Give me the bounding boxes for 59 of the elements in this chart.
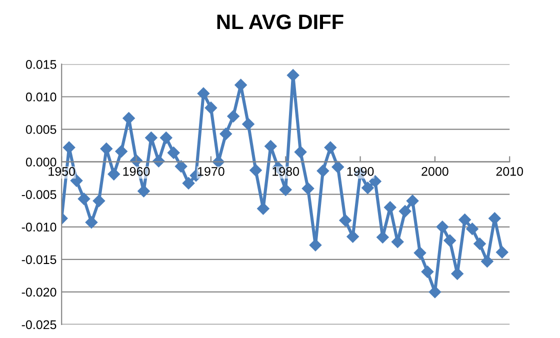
y-tick-label: 0.000: [26, 158, 56, 166]
point: [324, 141, 336, 154]
point: [78, 192, 90, 205]
point: [100, 142, 112, 155]
point: [204, 102, 218, 114]
point: [138, 185, 150, 198]
point: [436, 220, 448, 233]
y-tick-label: -0.025: [22, 320, 56, 330]
point: [250, 164, 262, 176]
chart-title: NL AVG DIFF: [217, 14, 344, 30]
point: [70, 174, 83, 187]
y-tick-label: 0.005: [26, 125, 56, 134]
point: [220, 128, 232, 140]
point: [294, 146, 307, 158]
point: [242, 118, 254, 130]
y-tick-label: 0.010: [26, 92, 56, 102]
x-tick-label: 1980: [272, 167, 300, 176]
point: [85, 216, 98, 228]
point: [108, 168, 120, 180]
point: [257, 202, 270, 215]
x-tick-label: 1970: [198, 167, 224, 176]
point: [316, 164, 330, 178]
point: [466, 222, 478, 235]
point: [160, 132, 172, 144]
point: [309, 239, 322, 252]
x-tick-label: 1990: [347, 167, 374, 176]
y-tick-label: -0.020: [22, 288, 56, 297]
x-tick-label: 1950: [48, 167, 76, 176]
point: [92, 194, 106, 207]
point: [481, 255, 494, 268]
y-tick-label: -0.005: [22, 190, 56, 199]
point: [168, 146, 180, 159]
y-tick-label: 0.015: [26, 60, 56, 69]
point: [174, 160, 188, 172]
point: [346, 230, 359, 243]
point: [182, 177, 195, 190]
point: [444, 234, 456, 247]
point: [474, 238, 486, 250]
y-tick-label: -0.015: [22, 255, 56, 264]
x-tick-label: 1960: [123, 167, 150, 176]
y-tick-label: -0.010: [22, 222, 56, 232]
point: [227, 110, 240, 122]
point: [496, 246, 508, 258]
point: [332, 160, 344, 174]
point: [115, 145, 128, 158]
point: [421, 266, 434, 278]
x-tick-label: 2000: [422, 167, 448, 176]
point: [264, 140, 277, 152]
x-tick-label: 2010: [496, 167, 524, 176]
point: [398, 205, 412, 218]
point: [406, 194, 419, 207]
point: [369, 175, 382, 188]
point: [286, 69, 300, 82]
point: [280, 184, 292, 196]
point: [414, 246, 426, 260]
point: [458, 214, 471, 226]
point: [339, 214, 352, 226]
point: [362, 182, 374, 194]
point: [302, 182, 314, 195]
